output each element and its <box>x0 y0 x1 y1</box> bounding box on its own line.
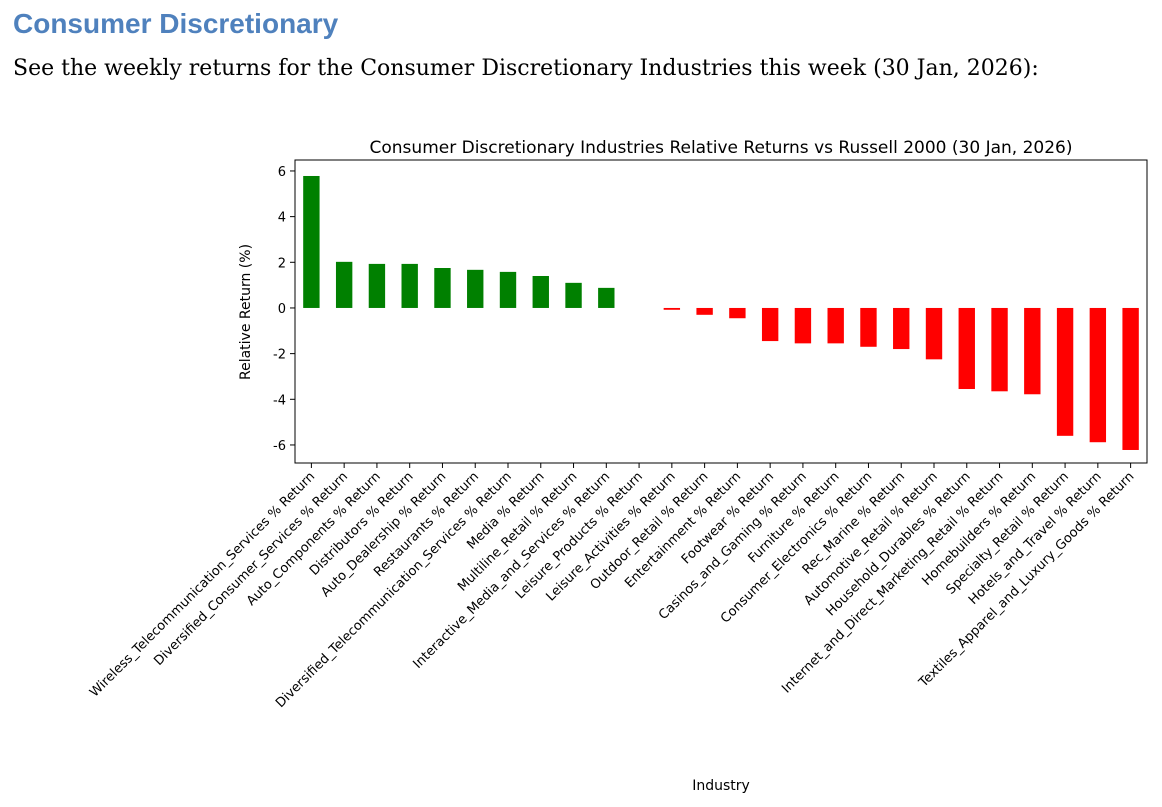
bar <box>303 175 320 308</box>
y-tick-label: 0 <box>278 302 286 317</box>
intro-text: See the weekly returns for the Consumer … <box>13 56 1039 81</box>
bar <box>1122 307 1139 450</box>
bar <box>368 263 386 308</box>
section-heading: Consumer Discretionary <box>13 8 339 39</box>
bar <box>696 307 713 315</box>
bar <box>827 307 844 344</box>
y-tick-label: 4 <box>278 211 286 226</box>
bar <box>925 307 943 360</box>
plot-frame <box>294 159 1148 464</box>
bar <box>1024 307 1041 395</box>
bar <box>860 307 877 347</box>
bar <box>1089 307 1107 443</box>
bar <box>434 268 451 308</box>
y-tick-label: 2 <box>278 256 286 271</box>
bar <box>794 307 812 344</box>
y-axis-label: Relative Return (%) <box>238 244 254 380</box>
x-tick-label: Auto_Components % Return <box>244 469 384 609</box>
bar <box>1056 307 1074 436</box>
y-tick-label: 6 <box>278 165 286 180</box>
y-tick-label: -6 <box>273 439 286 454</box>
bar <box>598 287 615 308</box>
bar <box>401 263 418 308</box>
chart-title: Consumer Discretionary Industries Relati… <box>370 138 1073 158</box>
bar <box>761 307 779 342</box>
bar <box>729 307 746 319</box>
bar <box>532 275 549 308</box>
y-tick-label: -2 <box>273 348 286 363</box>
x-tick-label: Wireless_Telecommunication_Services % Re… <box>87 469 318 700</box>
bar <box>893 307 910 350</box>
bar <box>467 269 484 308</box>
bar <box>991 307 1008 392</box>
bar <box>958 307 975 390</box>
bar <box>663 307 681 310</box>
bar <box>499 271 517 308</box>
bar <box>565 282 582 308</box>
bar <box>335 261 353 308</box>
y-tick-label: -4 <box>273 393 286 408</box>
x-axis-label: Industry <box>692 778 750 794</box>
